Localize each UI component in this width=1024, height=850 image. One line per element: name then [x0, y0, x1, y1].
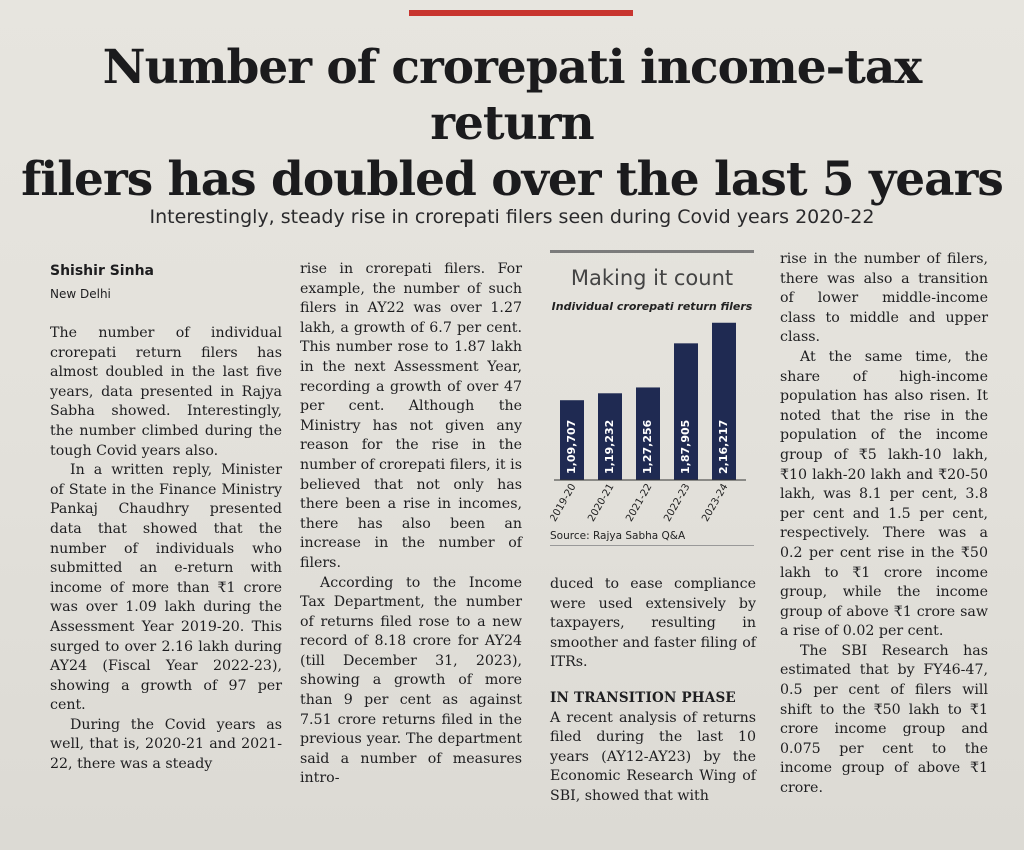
paragraph: A recent analysis of returns filed durin…: [550, 709, 756, 804]
chart-top-rule: [550, 250, 754, 253]
bar-2021-22: [636, 387, 660, 480]
paragraph: During the Covid years as well, that is,…: [50, 716, 282, 773]
section-color-bar: [409, 10, 633, 16]
x-tick-label: 2022-23: [662, 482, 692, 524]
chart-source: Source: Rajya Sabha Q&A: [550, 530, 686, 542]
paragraph: rise in the number of filers, there was …: [780, 251, 988, 346]
bar-value-label: 2,16,217: [717, 420, 730, 474]
deck-subtitle: Interestingly, steady rise in crorepati …: [149, 206, 875, 228]
headline: Number of crorepati income-tax return fi…: [20, 40, 1004, 208]
bar-value-label: 1,27,256: [641, 419, 654, 474]
column-3: duced to ease compliance were used exten…: [550, 575, 756, 807]
subheading: IN TRANSITION PHASE: [550, 689, 736, 706]
headline-line-1: Number of crorepati income-tax return: [102, 40, 923, 151]
paragraph: The SBI Research has estimated that by F…: [780, 642, 988, 797]
bar-chart: 1,09,707 2019-20 1,19,232 2020-21 1,27,256 20…: [550, 322, 746, 524]
chart-subtitle: Individual crorepati return filers: [551, 300, 753, 313]
column-2: rise in crorepati filers. For example, t…: [300, 260, 522, 789]
paragraph: duced to ease compliance were used exten…: [550, 576, 756, 671]
paragraph: The number of individual crorepati retur…: [50, 325, 282, 459]
bar-2020-21: [598, 393, 622, 480]
x-tick-label: 2021-22: [624, 482, 654, 524]
bar-2023-24: [712, 322, 736, 480]
chart-bottom-rule: [550, 545, 754, 546]
x-tick-label: 2023-24: [700, 482, 730, 524]
dateline: New Delhi: [50, 287, 111, 301]
paragraph: At the same time, the share of high-inco…: [780, 348, 988, 640]
x-tick-label: 2019-20: [550, 482, 579, 524]
bar-2019-20: [560, 400, 584, 480]
bar-value-label: 1,19,232: [603, 420, 616, 474]
bar-value-label: 1,09,707: [565, 420, 578, 474]
column-1: The number of individual crorepati retur…: [50, 324, 282, 775]
x-tick-label: 2020-21: [586, 482, 616, 524]
column-4: rise in the number of filers, there was …: [780, 250, 988, 799]
paragraph: rise in crorepati filers. For example, t…: [300, 261, 522, 571]
byline: Shishir Sinha: [50, 263, 154, 279]
paragraph: In a written reply, Minister of State in…: [50, 462, 282, 714]
bar-value-label: 1,87,905: [679, 420, 692, 474]
headline-line-2: filers has doubled over the last 5 years: [21, 152, 1004, 207]
bar-2022-23: [674, 343, 698, 480]
paragraph: According to the Income Tax Department, …: [300, 574, 522, 787]
chart-box: Making it count Individual crorepati ret…: [550, 250, 754, 550]
chart-title: Making it count: [570, 266, 734, 290]
